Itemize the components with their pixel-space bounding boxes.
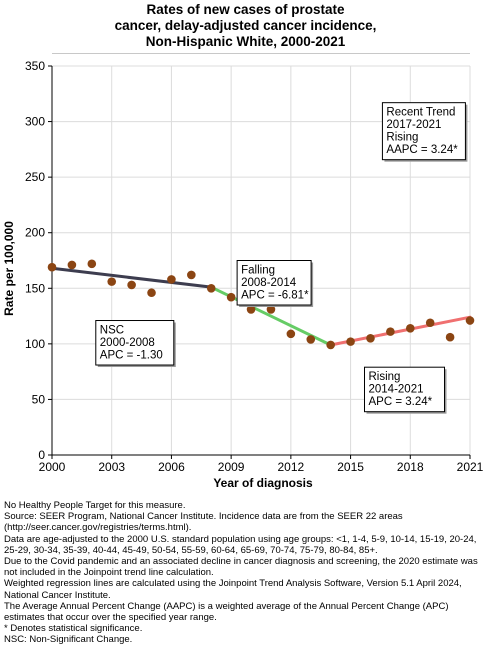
x-tick-label: 2009 bbox=[218, 460, 245, 474]
y-tick-label: 300 bbox=[25, 115, 45, 129]
y-tick-label: 350 bbox=[25, 59, 45, 73]
x-tick-label: 2012 bbox=[278, 460, 305, 474]
data-point bbox=[306, 335, 316, 344]
data-point bbox=[465, 316, 475, 325]
trend-line bbox=[50, 266, 213, 289]
data-point bbox=[167, 275, 176, 284]
annotation-text: Recent Trend bbox=[386, 107, 455, 119]
y-tick-label: 200 bbox=[25, 226, 45, 240]
data-point bbox=[147, 288, 156, 298]
annotation-text: 2014-2021 bbox=[369, 384, 424, 396]
y-tick-label: 150 bbox=[25, 281, 45, 295]
annotation-text: APC = -6.81* bbox=[241, 290, 309, 302]
footnote-joinpoint: Weighted regression lines are calculated… bbox=[4, 578, 462, 601]
data-point bbox=[107, 277, 117, 286]
x-tick-label: 2015 bbox=[337, 460, 364, 474]
data-point bbox=[246, 305, 256, 314]
annotation-text: 2017-2021 bbox=[386, 119, 441, 131]
data-point bbox=[87, 259, 97, 269]
annotation-text: APC = -1.30 bbox=[100, 350, 163, 362]
title-line-3: Non-Hispanic White, 2000-2021 bbox=[145, 34, 346, 49]
line-chart: 0 50 100 150 200 250 300 350 2000 2003 2006 2009 201… bbox=[2, 59, 484, 490]
data-point bbox=[67, 260, 77, 270]
y-tick-label: 50 bbox=[32, 392, 46, 406]
footnote-significance: * Denotes statistical significance. bbox=[4, 623, 143, 635]
annotation-box bbox=[364, 366, 446, 413]
data-point bbox=[326, 340, 335, 350]
footnote-age-adjust: Data are age-adjusted to the 2000 U.S. s… bbox=[4, 533, 477, 556]
annotation-text: 2000-2008 bbox=[100, 337, 155, 349]
data-point bbox=[226, 292, 236, 302]
annotation-text: NSC bbox=[100, 325, 124, 337]
footnotes: No Healthy People Target for this measur… bbox=[4, 500, 488, 646]
data-point bbox=[386, 327, 395, 336]
footnote-target: No Healthy People Target for this measur… bbox=[4, 500, 186, 511]
x-tick-label: 2021 bbox=[457, 460, 484, 474]
data-point bbox=[346, 337, 355, 346]
annotation-box bbox=[236, 260, 312, 306]
y-tick-label: 0 bbox=[38, 448, 45, 462]
data-point bbox=[47, 262, 57, 272]
y-axis-label: Rate per 100,000 bbox=[2, 221, 16, 316]
y-tick-label: 100 bbox=[25, 337, 45, 351]
footnote-covid: Due to the Covid pandemic and an associa… bbox=[4, 556, 478, 579]
annotation-text: 2008-2014 bbox=[241, 277, 297, 289]
data-point bbox=[266, 305, 276, 314]
data-point bbox=[127, 280, 136, 290]
annotation-text: Rising bbox=[386, 132, 418, 144]
data-point bbox=[187, 270, 196, 280]
data-point bbox=[366, 334, 375, 343]
annotation-text: AAPC = 3.24* bbox=[386, 144, 458, 156]
data-point bbox=[425, 318, 435, 328]
footnote-source: Source: SEER Program, National Cancer In… bbox=[4, 511, 403, 534]
x-tick-label: 2018 bbox=[397, 460, 424, 474]
footnote-aapc: The Average Annual Percent Change (AAPC)… bbox=[4, 600, 449, 624]
title-divider bbox=[52, 53, 470, 54]
data-point bbox=[405, 323, 415, 333]
y-tick-label: 250 bbox=[25, 170, 45, 184]
chart-title: Rates of new cases of prostate cancer, d… bbox=[0, 2, 491, 50]
data-point bbox=[206, 283, 216, 293]
annotation-box bbox=[95, 320, 175, 366]
x-axis-label: Year of diagnosis bbox=[213, 476, 313, 490]
data-point bbox=[286, 329, 296, 339]
annotation-text: Rising bbox=[369, 371, 401, 383]
annotation-box bbox=[381, 102, 466, 161]
x-tick-label: 2000 bbox=[39, 460, 66, 474]
x-tick-label: 2006 bbox=[158, 460, 185, 474]
data-point bbox=[445, 332, 455, 342]
annotation-text: APC = 3.24* bbox=[369, 396, 433, 408]
title-line-2: cancer, delay-adjusted cancer incidence, bbox=[114, 18, 377, 33]
x-tick-label: 2003 bbox=[98, 460, 125, 474]
footnote-nsc: NSC: Non-Significant Change. bbox=[4, 634, 133, 646]
title-line-1: Rates of new cases of prostate bbox=[146, 2, 345, 17]
annotation-text: Falling bbox=[241, 265, 275, 277]
